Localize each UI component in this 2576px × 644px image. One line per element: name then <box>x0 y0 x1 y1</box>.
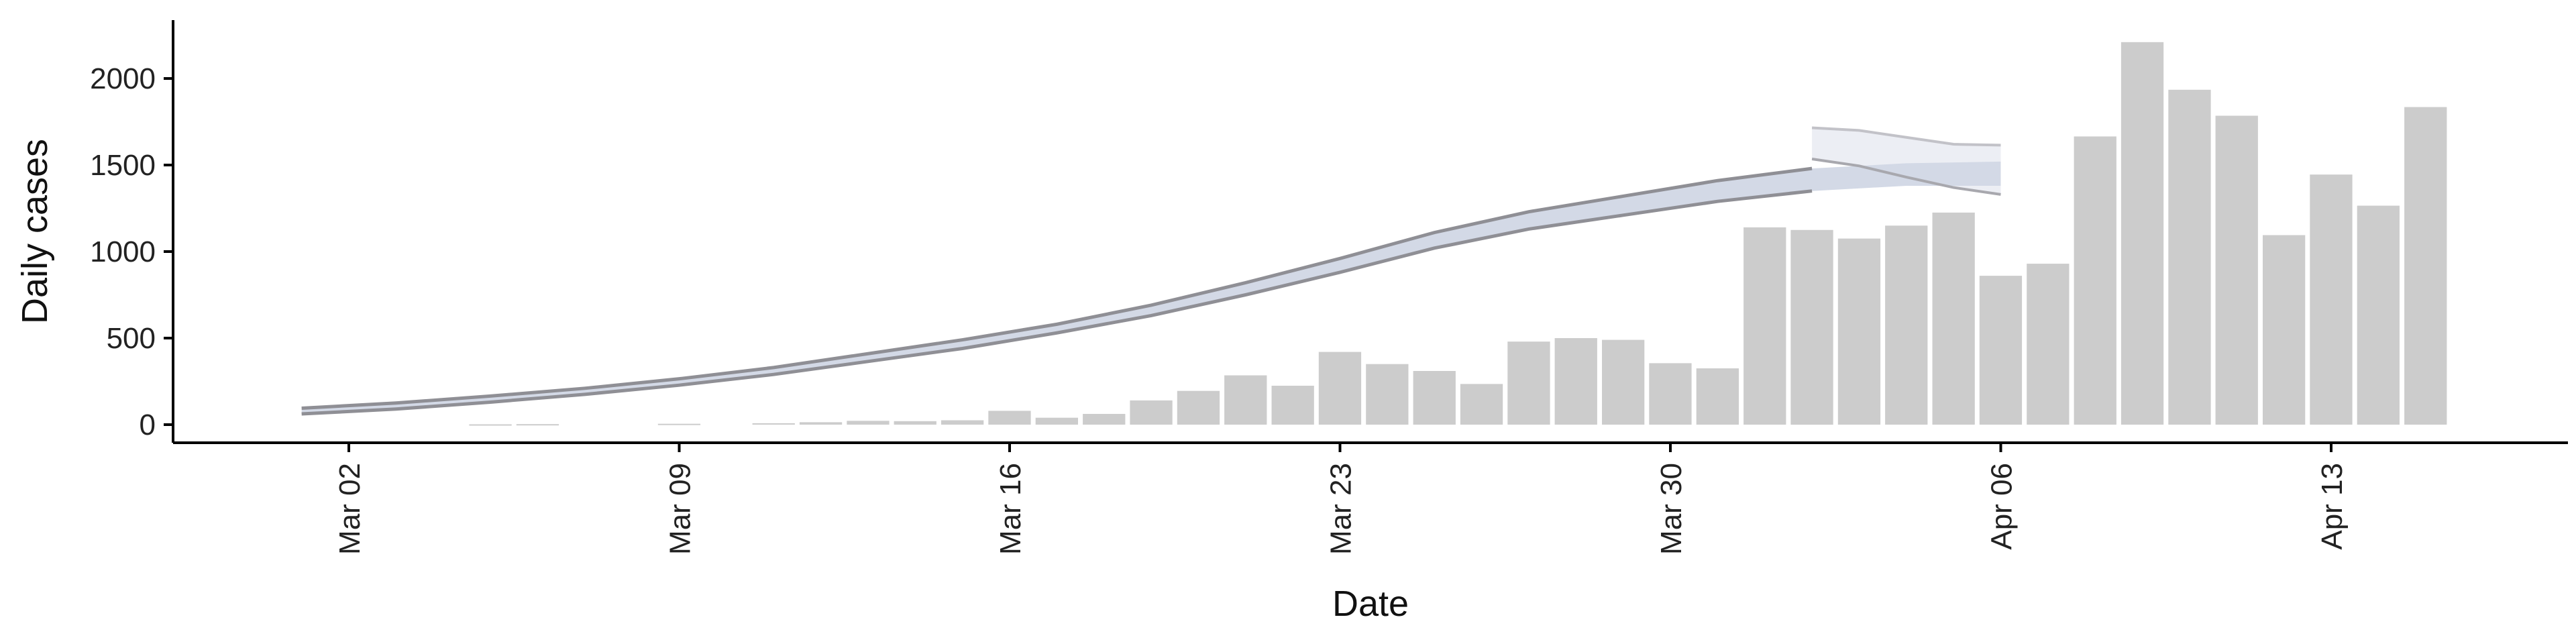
estimate-lower-line <box>301 189 1813 416</box>
y-tick-layer: 0 500 1000 1500 2000 <box>90 62 173 441</box>
bar-2020-04-06 <box>1979 276 2023 425</box>
bar-2020-03-29 <box>1602 339 1645 425</box>
y-tick-label-2000: 2000 <box>90 62 156 95</box>
y-axis-title: Daily cases <box>15 139 55 324</box>
x-tick-label-2020-03-09: Mar 09 <box>664 463 697 555</box>
bar-2020-04-12 <box>2263 235 2306 425</box>
y-tick-label-1000: 1000 <box>90 235 156 268</box>
bar-2020-03-16 <box>988 411 1031 425</box>
bar-2020-04-02 <box>1790 229 1833 425</box>
forecast-lower-line <box>1811 157 2001 196</box>
x-tick-label-2020-04-06: Apr 06 <box>1986 463 2019 550</box>
bar-2020-03-13 <box>847 421 890 425</box>
x-tick-label-2020-03-02: Mar 02 <box>333 463 366 555</box>
estimate-band-area <box>301 161 2001 415</box>
bar-2020-03-31 <box>1696 368 1739 425</box>
bar-layer <box>469 42 2447 426</box>
bar-2020-04-09 <box>2121 42 2164 425</box>
bar-2020-03-21 <box>1224 375 1267 425</box>
bar-2020-03-30 <box>1649 363 1692 425</box>
bar-2020-04-07 <box>2027 264 2070 425</box>
bar-2020-03-17 <box>1035 417 1078 425</box>
x-tick-label-2020-04-13: Apr 13 <box>2316 463 2349 550</box>
x-tick-label-2020-03-23: Mar 23 <box>1325 463 1358 555</box>
bar-2020-03-15 <box>941 420 984 425</box>
bar-2020-03-11 <box>752 423 795 425</box>
bar-2020-04-10 <box>2168 89 2211 425</box>
bar-2020-04-03 <box>1837 238 1881 425</box>
bar-2020-03-26 <box>1460 384 1503 425</box>
bar-2020-04-14 <box>2357 205 2400 425</box>
bar-2020-04-08 <box>2074 136 2116 425</box>
bar-2020-03-12 <box>799 422 843 425</box>
y-tick-label-1500: 1500 <box>90 149 156 182</box>
forecast-upper-line <box>1811 126 2001 147</box>
x-tick-label-2020-03-16: Mar 16 <box>994 463 1027 555</box>
bar-2020-04-13 <box>2310 174 2353 425</box>
bar-2020-04-15 <box>2404 107 2447 425</box>
bar-2020-03-25 <box>1413 371 1456 425</box>
bar-2020-03-23 <box>1318 352 1362 425</box>
bar-2020-03-19 <box>1130 400 1173 425</box>
bar-2020-03-14 <box>894 421 936 425</box>
bar-2020-03-20 <box>1177 390 1220 425</box>
y-tick-label-500: 500 <box>107 322 156 355</box>
bar-2020-03-22 <box>1271 386 1314 425</box>
bar-2020-04-01 <box>1743 227 1786 425</box>
bar-2020-03-24 <box>1366 364 1409 425</box>
x-axis-title: Date <box>1332 584 1409 624</box>
bar-2020-03-28 <box>1554 338 1597 425</box>
bar-2020-04-11 <box>2215 115 2258 425</box>
bar-2020-03-06 <box>516 424 559 426</box>
x-tick-label-2020-03-30: Mar 30 <box>1655 463 1688 555</box>
estimate-upper-line <box>301 166 1813 410</box>
bar-2020-03-09 <box>657 423 701 425</box>
y-tick-label-0: 0 <box>140 409 156 441</box>
bar-2020-03-27 <box>1507 341 1550 425</box>
bar-2020-04-04 <box>1885 225 1928 425</box>
bar-2020-04-05 <box>1932 212 1975 425</box>
bar-2020-03-05 <box>469 424 512 426</box>
x-tick-layer: Mar 02 Mar 09 Mar 16 Mar 23 Mar 30 Apr 06 Apr … <box>333 443 2349 555</box>
estimate-band-layer <box>301 126 2001 416</box>
bar-2020-03-18 <box>1083 414 1126 425</box>
axis-layer <box>172 20 2568 444</box>
